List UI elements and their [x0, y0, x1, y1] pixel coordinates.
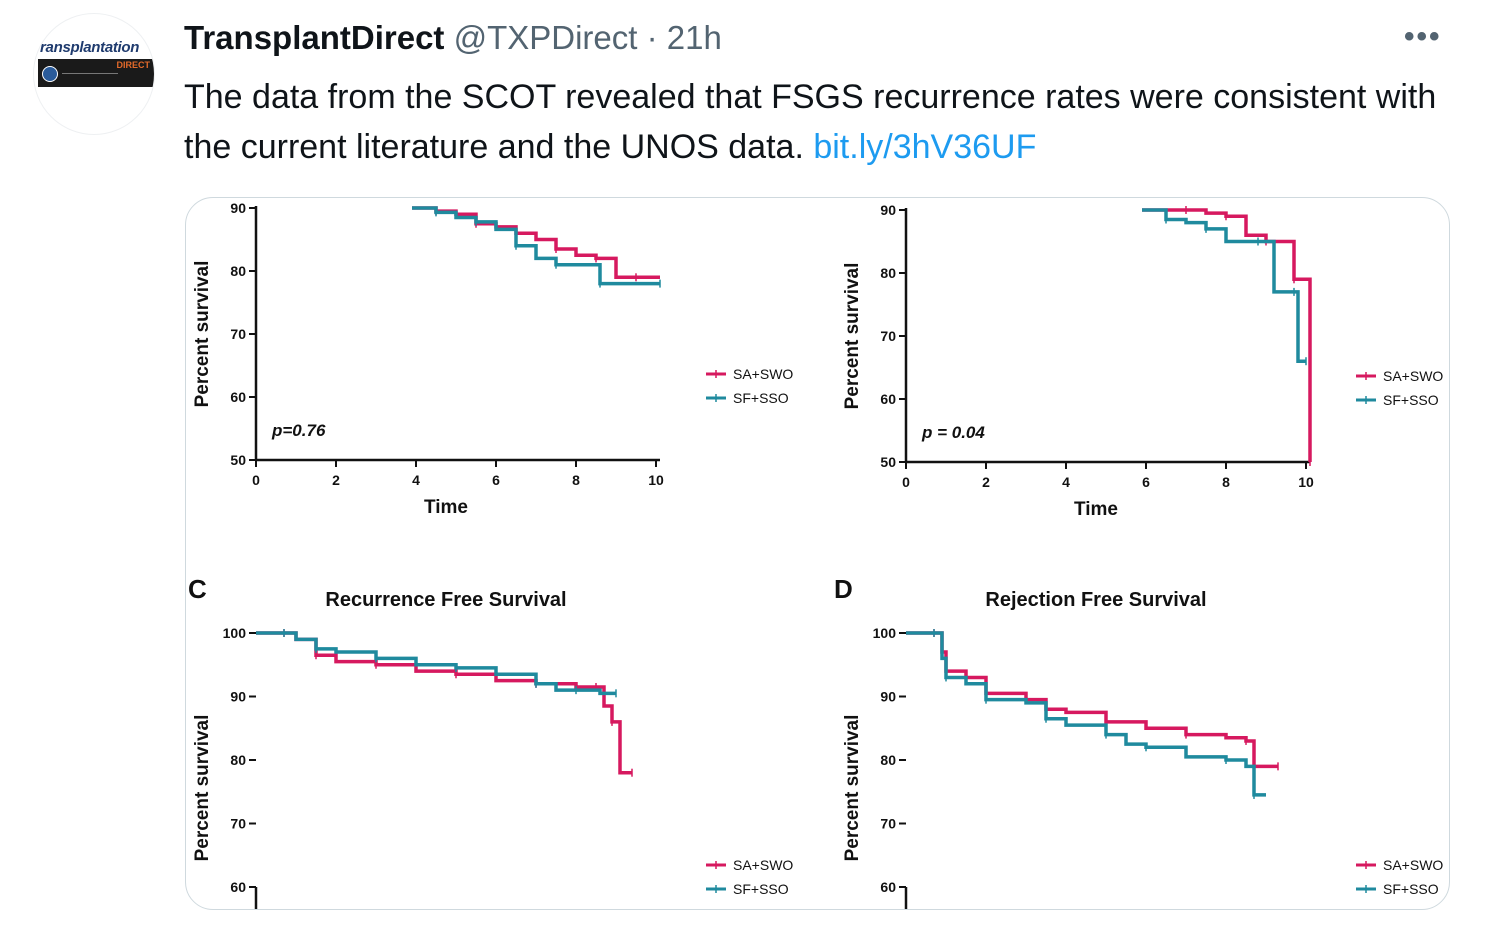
panel-b-x-axis-label: Time	[1074, 499, 1118, 520]
panel-d-legend-label: SF+SSO	[1383, 881, 1439, 897]
panel-a-legend-label: SF+SSO	[733, 390, 789, 406]
tweet-media-image[interactable]: 50 60 70 80 90 0 2 4 6 8 10 Percent survival Time p=0…	[185, 197, 1450, 910]
panel-b-series-sf-sso-line	[1142, 208, 1306, 363]
panel-c-title: Recurrence Free Survival	[325, 589, 566, 611]
tweet-header: TransplantDirect @TXPDirect · 21h	[184, 18, 722, 58]
panel-a-y-tick-label: 80	[230, 263, 246, 279]
avatar-logo-line	[62, 73, 118, 74]
panel-d-y-tick-label: 100	[873, 625, 897, 641]
panel-c-legend-label: SA+SWO	[733, 857, 793, 873]
panel-c-y-tick-label: 60	[230, 879, 246, 895]
panel-d-title: Rejection Free Survival	[985, 589, 1206, 611]
panel-c-y-tick-label: 80	[230, 752, 246, 768]
panel-a-p-value: p=0.76	[271, 421, 326, 440]
panel-d-y-tick-label: 90	[880, 689, 896, 705]
panel-b-legend-label: SF+SSO	[1383, 392, 1439, 408]
panel-a-x-tick-label: 10	[648, 472, 664, 488]
panel-c-series-sa-swo-line	[256, 631, 632, 775]
panel-b-x-tick-label: 8	[1222, 474, 1230, 490]
panel-b-legend-label: SA+SWO	[1383, 368, 1443, 384]
panel-b-series-sa-swo-line	[1142, 208, 1312, 462]
tweet-body: The data from the SCOT revealed that FSG…	[184, 72, 1454, 172]
panel-d-y-tick-label: 60	[880, 879, 896, 895]
panel-a-x-tick-label: 2	[332, 472, 340, 488]
panel-a-x-tick-label: 8	[572, 472, 580, 488]
panel-d-legend-label: SA+SWO	[1383, 857, 1443, 873]
panel-b-x-tick-label: 6	[1142, 474, 1150, 490]
more-horizontal-icon[interactable]: •••	[1404, 20, 1442, 53]
panel-b-y-axis-label: Percent survival	[842, 263, 863, 410]
panel-a-x-axis-label: Time	[424, 497, 468, 518]
avatar[interactable]: ransplantation DIRECT	[33, 13, 155, 135]
avatar-emblem-icon	[42, 66, 58, 82]
panel-c-y-tick-label: 70	[230, 816, 246, 832]
panel-b-y-tick-label: 60	[880, 391, 896, 407]
panel-b-y-tick-label: 70	[880, 328, 896, 344]
panel-b-y-tick-label: 80	[880, 265, 896, 281]
panel-d-y-axis-label: Percent survival	[842, 715, 863, 862]
panel-a-x-tick-label: 4	[412, 472, 420, 488]
panel-b-x-tick-label: 2	[982, 474, 990, 490]
avatar-logo-sub: DIRECT	[116, 60, 151, 70]
panel-c-legend-label: SF+SSO	[733, 881, 789, 897]
panel-b-p-value: p = 0.04	[921, 423, 985, 442]
panel-a-legend-label: SA+SWO	[733, 366, 793, 382]
author-name[interactable]: TransplantDirect	[184, 19, 445, 56]
header-separator: ·	[646, 19, 658, 56]
panel-a-y-tick-label: 50	[230, 452, 246, 468]
tweet-text: The data from the SCOT revealed that FSG…	[184, 78, 1437, 166]
panel-c-letter: C	[188, 574, 207, 604]
panel-a-y-tick-label: 70	[230, 326, 246, 342]
panel-d-letter: D	[834, 574, 853, 604]
panel-b-y-tick-label: 90	[880, 202, 896, 218]
panel-b-x-tick-label: 0	[902, 474, 910, 490]
author-handle[interactable]: @TXPDirect	[453, 19, 638, 56]
panel-a-y-axis-label: Percent survival	[192, 261, 213, 408]
panel-b-x-tick-label: 4	[1062, 474, 1070, 490]
avatar-logo-bar: DIRECT	[38, 59, 154, 87]
panel-a-x-tick-label: 0	[252, 472, 260, 488]
panel-d-y-tick-label: 80	[880, 752, 896, 768]
panel-c-series-sf-sso-line	[256, 631, 616, 696]
panel-c-y-axis-label: Percent survival	[192, 715, 213, 862]
panel-a-y-tick-label: 90	[230, 200, 246, 216]
panel-a-y-tick-label: 60	[230, 389, 246, 405]
panel-c-y-tick-label: 100	[223, 625, 247, 641]
panel-b-y-tick-label: 50	[880, 454, 896, 470]
panel-d-series-sa-swo-line	[906, 631, 1278, 769]
panel-b-x-tick-label: 10	[1298, 474, 1314, 490]
avatar-logo-text: ransplantation	[40, 39, 140, 56]
panel-a-series-sa-swo-line	[412, 206, 660, 280]
tweet-timestamp[interactable]: 21h	[666, 19, 722, 56]
tweet-link[interactable]: bit.ly/3hV36UF	[813, 128, 1037, 166]
panel-d-y-tick-label: 70	[880, 816, 896, 832]
panel-a-series-sf-sso-line	[412, 206, 660, 286]
panel-c-y-tick-label: 90	[230, 689, 246, 705]
panel-a-x-tick-label: 6	[492, 472, 500, 488]
